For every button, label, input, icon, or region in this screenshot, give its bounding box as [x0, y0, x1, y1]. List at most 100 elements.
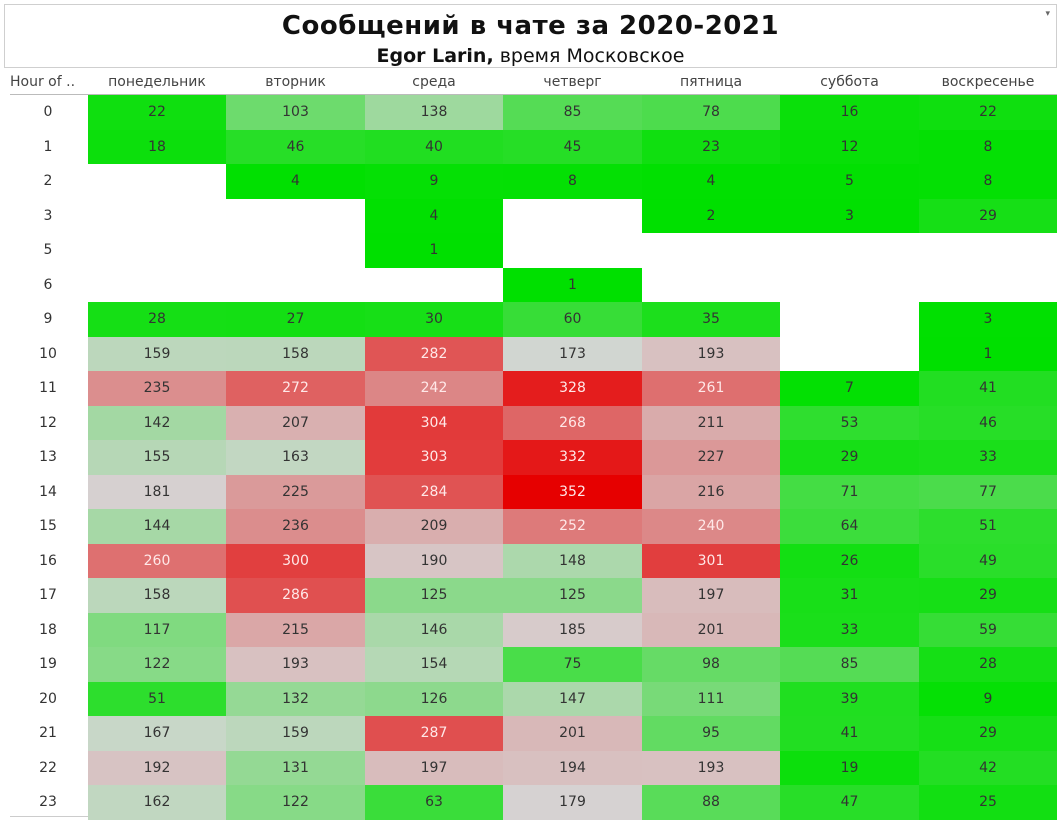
heatmap-cell[interactable]: 7: [780, 371, 919, 406]
heatmap-cell[interactable]: 46: [919, 405, 1057, 440]
heatmap-cell[interactable]: 22: [919, 95, 1057, 130]
heatmap-cell[interactable]: 8: [919, 129, 1057, 164]
heatmap-cell[interactable]: 162: [88, 785, 226, 820]
heatmap-cell[interactable]: 154: [365, 647, 503, 682]
heatmap-cell[interactable]: 117: [88, 612, 226, 647]
heatmap-cell[interactable]: 235: [88, 371, 226, 406]
heatmap-cell[interactable]: 29: [780, 440, 919, 475]
heatmap-cell[interactable]: 185: [503, 612, 642, 647]
heatmap-cell[interactable]: 272: [226, 371, 365, 406]
heatmap-cell[interactable]: 142: [88, 405, 226, 440]
heatmap-cell[interactable]: 181: [88, 474, 226, 509]
heatmap-cell[interactable]: 51: [88, 681, 226, 716]
heatmap-cell[interactable]: 201: [503, 716, 642, 751]
heatmap-cell[interactable]: 2: [642, 198, 780, 233]
heatmap-cell[interactable]: 9: [365, 164, 503, 199]
heatmap-cell[interactable]: 85: [503, 95, 642, 130]
heatmap-cell[interactable]: 33: [780, 612, 919, 647]
heatmap-cell[interactable]: 286: [226, 578, 365, 613]
heatmap-cell[interactable]: 59: [919, 612, 1057, 647]
heatmap-cell[interactable]: 88: [642, 785, 780, 820]
heatmap-cell[interactable]: 125: [365, 578, 503, 613]
heatmap-cell[interactable]: 122: [88, 647, 226, 682]
heatmap-cell[interactable]: 193: [226, 647, 365, 682]
heatmap-cell[interactable]: 63: [365, 785, 503, 820]
heatmap-cell[interactable]: 75: [503, 647, 642, 682]
heatmap-cell[interactable]: 18: [88, 129, 226, 164]
heatmap-cell[interactable]: 30: [365, 302, 503, 337]
heatmap-cell[interactable]: 41: [780, 716, 919, 751]
chevron-down-icon[interactable]: ▾: [1045, 9, 1050, 19]
heatmap-cell[interactable]: 260: [88, 543, 226, 578]
heatmap-cell[interactable]: 352: [503, 474, 642, 509]
heatmap-cell[interactable]: 51: [919, 509, 1057, 544]
heatmap-cell[interactable]: 158: [226, 336, 365, 371]
heatmap-cell[interactable]: 71: [780, 474, 919, 509]
heatmap-cell[interactable]: 29: [919, 578, 1057, 613]
heatmap-cell[interactable]: 33: [919, 440, 1057, 475]
heatmap-cell[interactable]: 201: [642, 612, 780, 647]
heatmap-cell[interactable]: 45: [503, 129, 642, 164]
heatmap-cell[interactable]: 77: [919, 474, 1057, 509]
heatmap-cell[interactable]: 328: [503, 371, 642, 406]
heatmap-cell[interactable]: 158: [88, 578, 226, 613]
heatmap-cell[interactable]: 173: [503, 336, 642, 371]
heatmap-cell[interactable]: 284: [365, 474, 503, 509]
heatmap-cell[interactable]: 211: [642, 405, 780, 440]
heatmap-cell[interactable]: 53: [780, 405, 919, 440]
heatmap-cell[interactable]: 159: [226, 716, 365, 751]
heatmap-cell[interactable]: 197: [365, 750, 503, 785]
heatmap-cell[interactable]: 138: [365, 95, 503, 130]
heatmap-cell[interactable]: 193: [642, 336, 780, 371]
heatmap-cell[interactable]: 28: [919, 647, 1057, 682]
heatmap-cell[interactable]: 304: [365, 405, 503, 440]
heatmap-cell[interactable]: 41: [919, 371, 1057, 406]
heatmap-cell[interactable]: 300: [226, 543, 365, 578]
heatmap-cell[interactable]: 26: [780, 543, 919, 578]
heatmap-cell[interactable]: 46: [226, 129, 365, 164]
heatmap-cell[interactable]: 19: [780, 750, 919, 785]
heatmap-cell[interactable]: 216: [642, 474, 780, 509]
heatmap-cell[interactable]: 122: [226, 785, 365, 820]
heatmap-cell[interactable]: 197: [642, 578, 780, 613]
heatmap-cell[interactable]: 131: [226, 750, 365, 785]
heatmap-cell[interactable]: 4: [226, 164, 365, 199]
heatmap-cell[interactable]: 194: [503, 750, 642, 785]
heatmap-cell[interactable]: 40: [365, 129, 503, 164]
heatmap-cell[interactable]: 193: [642, 750, 780, 785]
heatmap-cell[interactable]: 3: [919, 302, 1057, 337]
heatmap-cell[interactable]: 132: [226, 681, 365, 716]
heatmap-cell[interactable]: 4: [642, 164, 780, 199]
heatmap-cell[interactable]: 144: [88, 509, 226, 544]
heatmap-cell[interactable]: 9: [919, 681, 1057, 716]
heatmap-cell[interactable]: 148: [503, 543, 642, 578]
heatmap-cell[interactable]: 155: [88, 440, 226, 475]
heatmap-cell[interactable]: 42: [919, 750, 1057, 785]
heatmap-cell[interactable]: 167: [88, 716, 226, 751]
heatmap-cell[interactable]: 98: [642, 647, 780, 682]
heatmap-cell[interactable]: 190: [365, 543, 503, 578]
heatmap-cell[interactable]: 287: [365, 716, 503, 751]
heatmap-cell[interactable]: 332: [503, 440, 642, 475]
heatmap-cell[interactable]: 60: [503, 302, 642, 337]
heatmap-cell[interactable]: 23: [642, 129, 780, 164]
heatmap-cell[interactable]: 303: [365, 440, 503, 475]
heatmap-cell[interactable]: 1: [503, 267, 642, 302]
heatmap-cell[interactable]: 64: [780, 509, 919, 544]
heatmap-cell[interactable]: 22: [88, 95, 226, 130]
heatmap-cell[interactable]: 8: [919, 164, 1057, 199]
heatmap-cell[interactable]: 111: [642, 681, 780, 716]
heatmap-cell[interactable]: 215: [226, 612, 365, 647]
heatmap-cell[interactable]: 85: [780, 647, 919, 682]
heatmap-cell[interactable]: 78: [642, 95, 780, 130]
heatmap-cell[interactable]: 35: [642, 302, 780, 337]
heatmap-cell[interactable]: 147: [503, 681, 642, 716]
heatmap-cell[interactable]: 126: [365, 681, 503, 716]
heatmap-cell[interactable]: 252: [503, 509, 642, 544]
heatmap-cell[interactable]: 25: [919, 785, 1057, 820]
heatmap-cell[interactable]: 159: [88, 336, 226, 371]
heatmap-cell[interactable]: 163: [226, 440, 365, 475]
heatmap-cell[interactable]: 4: [365, 198, 503, 233]
heatmap-cell[interactable]: 95: [642, 716, 780, 751]
heatmap-cell[interactable]: 49: [919, 543, 1057, 578]
